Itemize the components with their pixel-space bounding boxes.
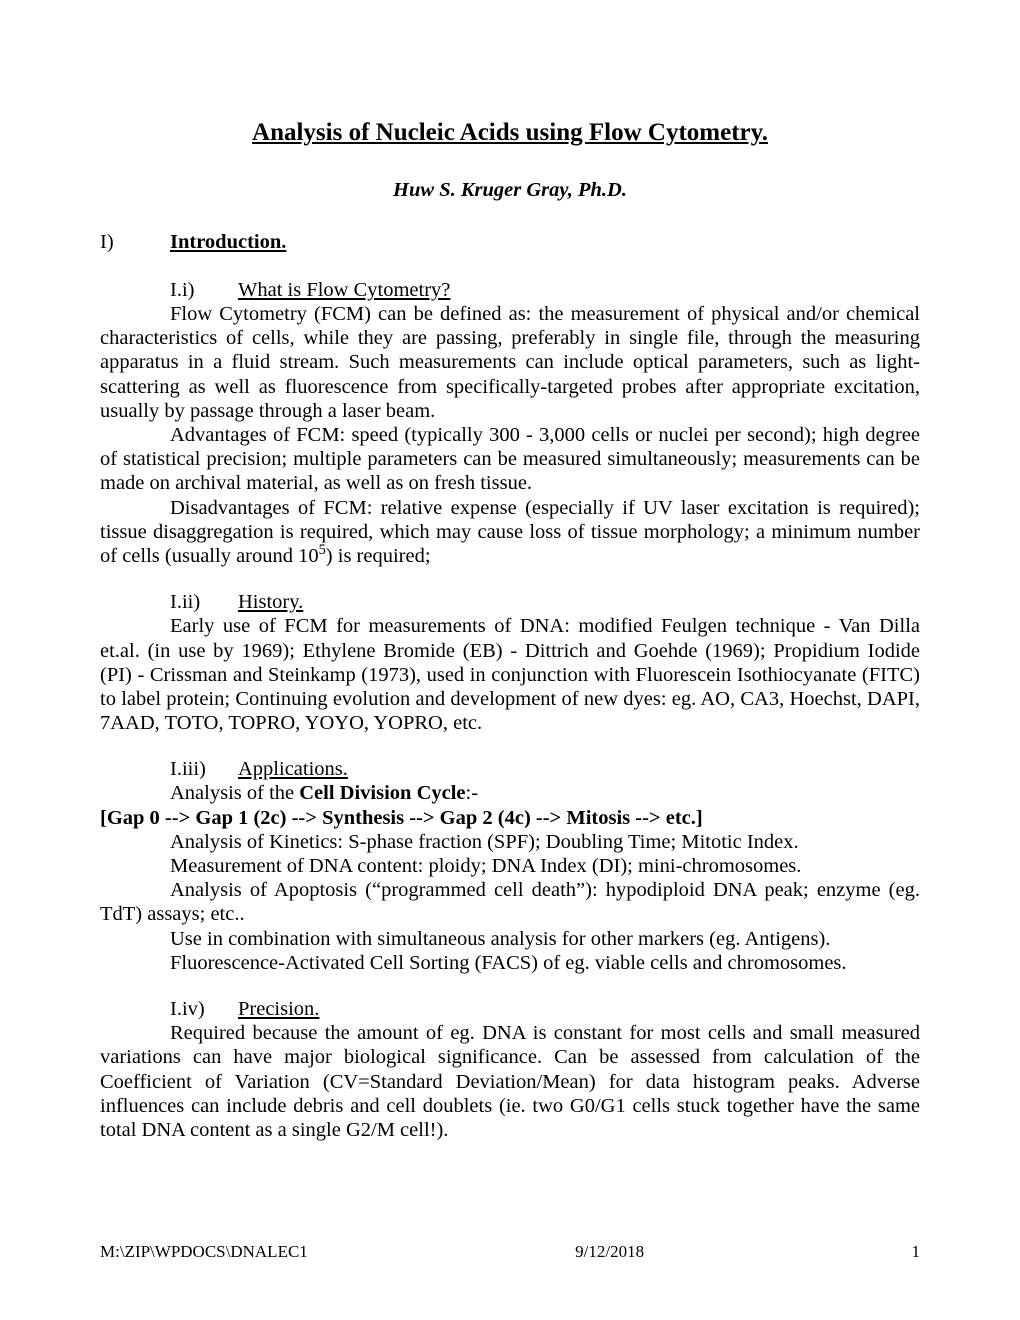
footer-date: 9/12/2018 [575, 1242, 644, 1262]
page-footer: M:\ZIP\WPDOCS\DNALEC1 9/12/2018 1 [100, 1242, 920, 1262]
superscript: 5 [319, 542, 326, 558]
text-run: Disadvantages of FCM: relative expense (… [100, 497, 920, 567]
subsection-number: I.ii) [170, 590, 238, 614]
paragraph: Required because the amount of eg. DNA i… [100, 1021, 920, 1142]
subsection-I-ii-heading: I.ii)History. [170, 590, 920, 614]
subsection-label: Precision. [238, 998, 319, 1020]
paragraph: Analysis of the Cell Division Cycle:- [100, 781, 920, 805]
paragraph: Early use of FCM for measurements of DNA… [100, 614, 920, 735]
paragraph: Flow Cytometry (FCM) can be defined as: … [100, 302, 920, 423]
bold-text: Cell Division Cycle [299, 782, 465, 804]
paragraph: Analysis of Kinetics: S-phase fraction (… [100, 830, 920, 854]
cell-cycle-line: [Gap 0 --> Gap 1 (2c) --> Synthesis --> … [100, 806, 920, 830]
document-title: Analysis of Nucleic Acids using Flow Cyt… [100, 118, 920, 148]
subsection-number: I.iv) [170, 997, 238, 1021]
section-label: Introduction. [170, 231, 286, 253]
footer-page-number: 1 [912, 1242, 921, 1262]
text-run: ) is required; [326, 545, 431, 567]
section-number: I) [100, 230, 170, 254]
subsection-I-iv-heading: I.iv)Precision. [170, 997, 920, 1021]
subsection-I-iii-heading: I.iii)Applications. [170, 757, 920, 781]
paragraph: Disadvantages of FCM: relative expense (… [100, 496, 920, 569]
document-author: Huw S. Kruger Gray, Ph.D. [100, 178, 920, 202]
text-run: :- [466, 782, 479, 804]
text-run: Analysis of the [170, 782, 299, 804]
section-I-heading: I)Introduction. [100, 230, 920, 254]
subsection-label: Applications. [238, 758, 348, 780]
subsection-number: I.i) [170, 278, 238, 302]
paragraph: Measurement of DNA content: ploidy; DNA … [100, 854, 920, 878]
subsection-label: What is Flow Cytometry? [238, 279, 450, 301]
paragraph: Advantages of FCM: speed (typically 300 … [100, 423, 920, 496]
paragraph: Fluorescence-Activated Cell Sorting (FAC… [100, 951, 920, 975]
subsection-I-i-heading: I.i)What is Flow Cytometry? [170, 278, 920, 302]
subsection-label: History. [238, 591, 303, 613]
subsection-number: I.iii) [170, 757, 238, 781]
paragraph: Analysis of Apoptosis (“programmed cell … [100, 878, 920, 926]
footer-path: M:\ZIP\WPDOCS\DNALEC1 [100, 1242, 308, 1262]
paragraph: Use in combination with simultaneous ana… [100, 927, 920, 951]
